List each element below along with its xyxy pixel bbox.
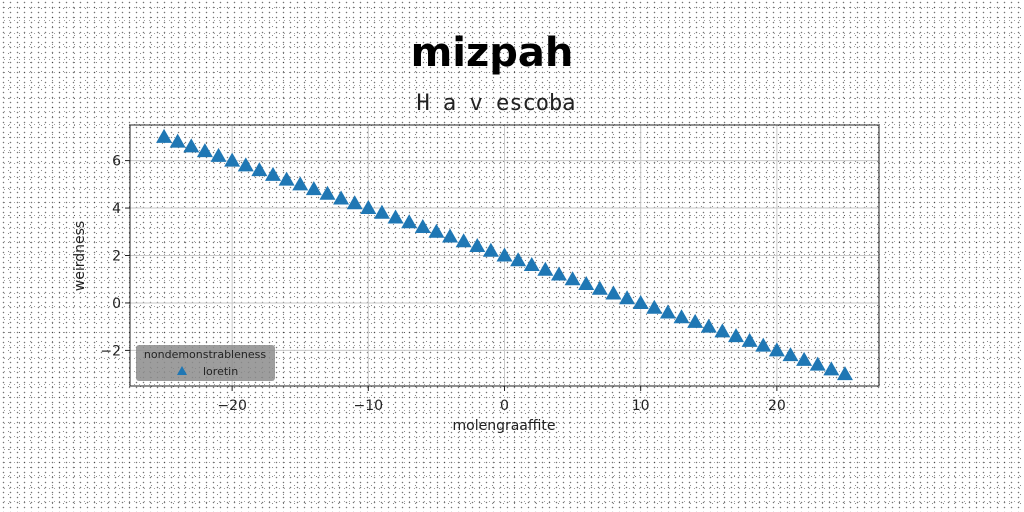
data-point-marker [632,294,649,309]
data-point-marker [550,266,567,281]
data-point-marker [333,190,350,205]
y-tick-label: 4 [112,201,121,217]
data-point-marker [401,214,418,229]
data-point-marker [836,366,853,381]
data-point-marker [264,166,281,181]
chart-subtitle: H a v escoba [417,91,576,116]
data-point-marker [673,309,690,324]
data-point-marker [428,223,445,238]
data-point-marker [510,252,527,267]
data-point-marker [373,204,390,219]
data-point-marker [305,181,322,196]
data-point-marker [319,185,336,200]
data-point-marker [809,356,826,371]
data-point-marker [278,171,295,186]
data-point-marker [823,361,840,376]
data-point-marker [292,176,309,191]
x-axis-label: molengraaffite [452,418,555,434]
data-point-marker [169,133,186,148]
data-point-marker [591,280,608,295]
data-point-marker [196,143,213,158]
data-point-marker [578,275,595,290]
data-point-marker [455,233,472,248]
data-point-marker [414,219,431,234]
data-point-marker [700,318,717,333]
data-point-marker [183,138,200,153]
data-point-marker [496,247,513,262]
data-point-marker [156,128,173,143]
data-point-marker [537,261,554,276]
legend-box [136,345,275,381]
data-point-marker [782,347,799,362]
data-point-marker [728,328,745,343]
data-point-marker [768,342,785,357]
y-axis-label: weirdness [72,221,88,291]
data-points [156,128,853,381]
data-point-marker [659,304,676,319]
legend-marker-icon [177,366,187,375]
legend: nondemonstrableness loretin [136,345,275,381]
x-tick-label: −20 [217,398,247,414]
data-point-marker [469,238,486,253]
legend-entry-label: loretin [203,365,238,378]
x-tick-label: 10 [632,398,650,414]
data-point-marker [646,299,663,314]
y-tick-label: −2 [100,343,121,359]
data-point-marker [523,256,540,271]
data-point-marker [687,313,704,328]
y-tick-label: 6 [112,154,121,170]
data-point-marker [796,351,813,366]
data-point-marker [360,200,377,215]
data-point-marker [224,152,241,167]
data-point-marker [714,323,731,338]
y-tick-label: 0 [112,296,121,312]
data-point-marker [605,285,622,300]
data-point-marker [251,162,268,177]
data-point-marker [564,271,581,286]
data-point-marker [741,332,758,347]
y-tick-label: 2 [112,249,121,265]
chart-title: mizpah [411,30,574,76]
x-tick-label: 20 [768,398,786,414]
data-point-marker [237,157,254,172]
data-point-marker [210,147,227,162]
data-point-marker [755,337,772,352]
data-point-marker [619,290,636,305]
data-point-marker [442,228,459,243]
data-point-marker [482,242,499,257]
x-tick-label: 0 [500,398,509,414]
x-tick-label: −10 [354,398,384,414]
data-point-marker [346,195,363,210]
data-point-marker [387,209,404,224]
legend-title: nondemonstrableness [144,348,266,361]
